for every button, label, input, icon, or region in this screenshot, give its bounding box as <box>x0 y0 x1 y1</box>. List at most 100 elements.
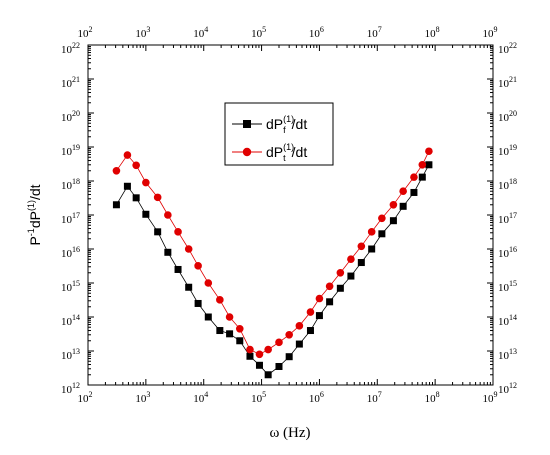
legend: dP(1) f/dt dP(1) t/dt <box>224 102 334 166</box>
y-tick-label-right: 1019 <box>498 143 517 158</box>
series-layer <box>112 147 433 379</box>
data-point-circle <box>357 242 366 251</box>
data-point-circle <box>216 296 224 304</box>
x-tick-label: 105 <box>251 390 266 405</box>
y-tick-label-right: 1022 <box>498 41 517 56</box>
y-tick-label: 1015 <box>61 279 80 294</box>
data-point-square <box>389 217 397 225</box>
x-tick-label: 108 <box>425 390 440 405</box>
y-tick-label: 1021 <box>61 75 80 90</box>
data-point-square <box>368 245 376 253</box>
y-tick-label: 1018 <box>61 177 80 192</box>
y-axis-title: P-1dP(1)/dt <box>26 184 43 245</box>
data-point-square <box>399 202 407 210</box>
x-tick-label: 103 <box>135 390 150 405</box>
x-tick-label-top: 102 <box>78 25 93 40</box>
data-point-circle <box>315 294 324 303</box>
axes: 102 102 103 103 104 104 105 105 106 106 107 107 108 1… <box>61 25 517 405</box>
data-point-square <box>315 312 323 320</box>
data-point-square <box>185 283 193 291</box>
data-point-square <box>142 210 150 218</box>
y-tick-label: 1022 <box>61 41 80 56</box>
data-point-square <box>418 173 426 181</box>
data-point-circle <box>142 178 150 187</box>
y-tick-label: 1019 <box>61 143 80 158</box>
data-point-square <box>275 363 283 371</box>
x-tick-label-top: 106 <box>309 25 324 40</box>
x-tick-label: 107 <box>367 390 382 405</box>
y-tick-label: 1014 <box>61 313 80 328</box>
y-tick-label-right: 1014 <box>498 313 517 328</box>
data-point-circle <box>389 200 398 209</box>
data-point-circle <box>184 245 193 253</box>
x-tick-label: 102 <box>78 390 93 405</box>
legend-box <box>224 102 334 166</box>
x-tick-label: 106 <box>309 390 324 405</box>
data-point-square <box>347 272 355 280</box>
data-point-circle <box>164 211 172 219</box>
data-point-circle <box>295 322 304 330</box>
data-point-circle <box>347 255 355 264</box>
legend-swatch-square <box>243 120 251 128</box>
legend-swatch-circle <box>242 147 252 157</box>
y-tick-label: 1016 <box>61 245 80 260</box>
x-tick-label-top: 107 <box>367 25 382 40</box>
data-point-square <box>295 340 303 348</box>
y-tick-label-right: 1016 <box>498 245 517 260</box>
y-tick-label-right: 1020 <box>498 109 517 124</box>
data-point-circle <box>112 166 121 175</box>
data-point-circle <box>336 268 345 277</box>
data-point-square <box>216 327 224 335</box>
series-line <box>116 151 430 355</box>
y-tick-label-right: 1012 <box>498 381 517 396</box>
x-tick-label-top: 104 <box>193 25 208 40</box>
data-point-square <box>164 248 172 256</box>
data-point-square <box>112 201 120 209</box>
data-point-square <box>336 284 344 292</box>
x-tick-label-top: 108 <box>425 25 440 40</box>
data-point-circle <box>255 350 264 359</box>
legend-label-f: dP(1) f/dt <box>266 114 307 135</box>
y-tick-label: 1017 <box>61 211 80 226</box>
data-point-square <box>326 298 334 306</box>
data-point-circle <box>235 324 244 333</box>
series-dpt-dt <box>112 147 433 359</box>
data-point-circle <box>204 279 213 287</box>
y-tick-label-right: 1015 <box>498 279 517 294</box>
data-point-square <box>236 337 244 345</box>
data-point-square <box>264 371 272 379</box>
data-point-circle <box>225 313 234 321</box>
data-point-circle <box>399 187 407 196</box>
data-point-circle <box>264 345 272 354</box>
series-dpf-dt <box>112 161 433 379</box>
x-tick-label: 104 <box>193 390 208 405</box>
data-point-square <box>306 327 314 335</box>
y-tick-label-right: 1018 <box>498 177 517 192</box>
series-line <box>116 164 430 376</box>
data-point-circle <box>410 173 418 181</box>
data-point-circle <box>275 338 283 347</box>
data-point-square <box>123 182 131 190</box>
data-point-square <box>285 353 293 361</box>
data-point-circle <box>123 151 132 159</box>
data-point-square <box>255 361 263 369</box>
data-point-circle <box>425 147 433 156</box>
data-point-circle <box>378 214 386 223</box>
legend-label-t: dP(1) t/dt <box>266 142 307 163</box>
y-tick-label: 1012 <box>61 381 80 396</box>
data-point-square <box>174 265 182 273</box>
data-point-circle <box>153 193 162 202</box>
y-tick-label-right: 1017 <box>498 211 517 226</box>
y-tick-label: 1013 <box>61 347 80 362</box>
x-tick-label-top: 105 <box>251 25 266 40</box>
y-tick-label-right: 1013 <box>498 347 517 362</box>
data-point-square <box>226 330 234 338</box>
data-point-square <box>194 299 202 307</box>
data-point-circle <box>246 345 254 354</box>
data-point-circle <box>306 308 315 316</box>
data-point-square <box>357 259 365 267</box>
data-point-square <box>204 313 212 321</box>
data-point-square <box>425 161 433 169</box>
data-point-square <box>246 352 254 360</box>
data-point-square <box>154 228 162 236</box>
